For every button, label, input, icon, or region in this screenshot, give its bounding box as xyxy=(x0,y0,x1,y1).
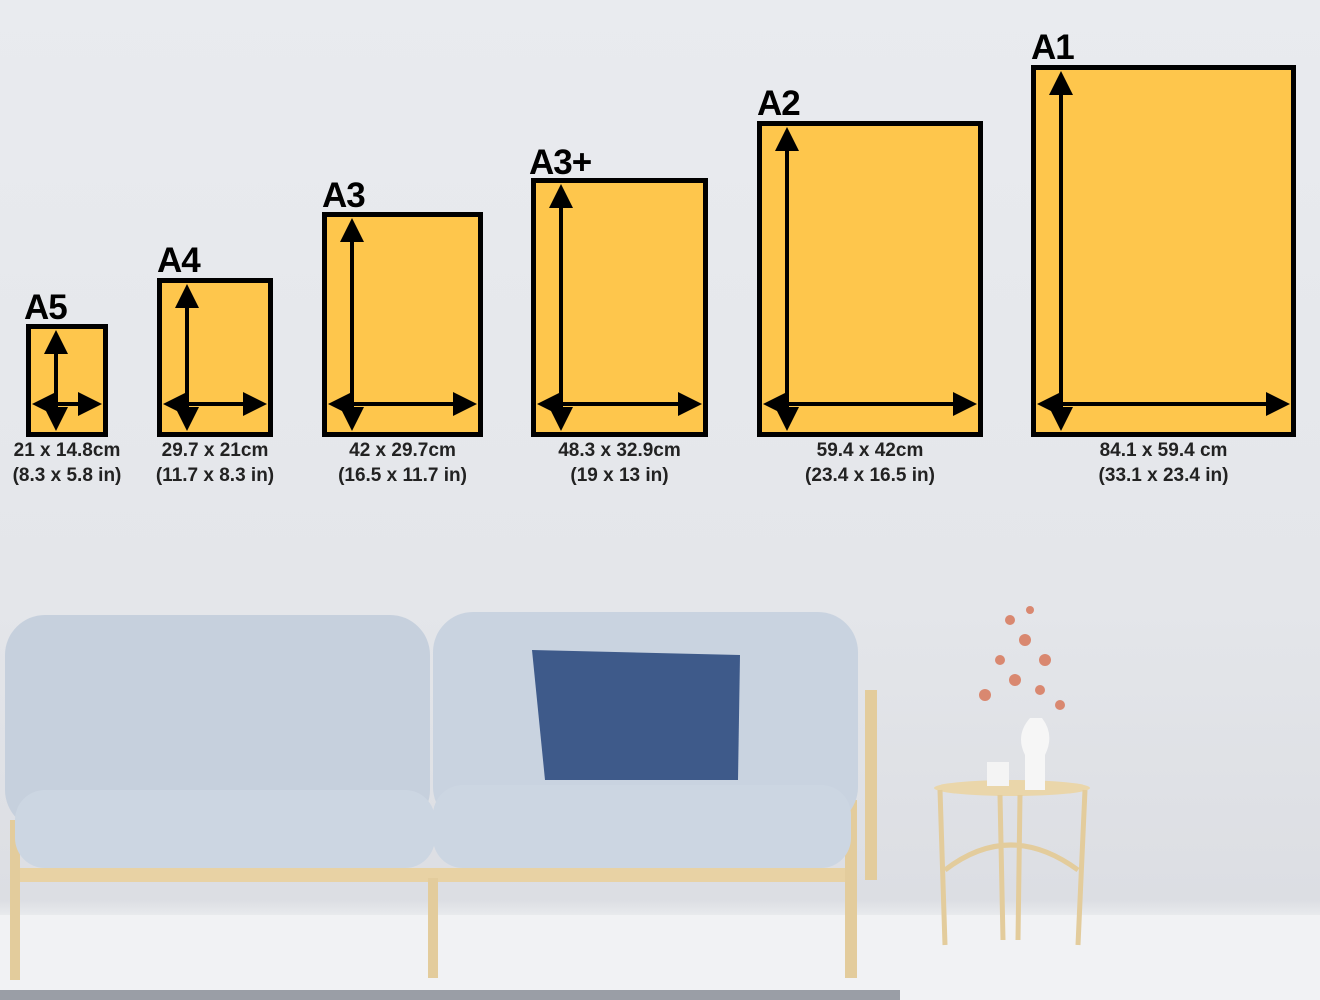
size-label-a4: A4 xyxy=(157,241,201,280)
dimension-in: (16.5 x 11.7 in) xyxy=(338,465,467,486)
size-label-a3: A3 xyxy=(322,176,366,215)
dimension-in: (8.3 x 5.8 in) xyxy=(12,465,122,486)
floor xyxy=(0,915,1320,1000)
size-label-a2: A2 xyxy=(757,84,801,123)
frame-a1 xyxy=(1031,65,1296,437)
sofa xyxy=(5,612,877,980)
dimension-in: (33.1 x 23.4 in) xyxy=(1098,465,1229,486)
caption-a3-plus: 48.3 x 32.9cm (19 x 13 in) xyxy=(520,438,720,488)
side-table xyxy=(934,606,1090,946)
dimension-in: (19 x 13 in) xyxy=(570,465,669,486)
pillow xyxy=(532,650,740,780)
caption-a5: 21 x 14.8cm (8.3 x 5.8 in) xyxy=(0,438,167,488)
caption-a1: 84.1 x 59.4 cm (33.1 x 23.4 in) xyxy=(1064,438,1264,488)
dimension-in: (11.7 x 8.3 in) xyxy=(155,465,275,486)
caption-a2: 59.4 x 42cm (23.4 x 16.5 in) xyxy=(770,438,970,488)
dimension-cm: 59.4 x 42cm xyxy=(816,440,924,461)
dimension-in: (23.4 x 16.5 in) xyxy=(805,465,935,486)
size-label-a3-plus: A3+ xyxy=(529,143,592,182)
caption-a4: 29.7 x 21cm (11.7 x 8.3 in) xyxy=(115,438,315,488)
dimension-cm: 48.3 x 32.9cm xyxy=(558,440,681,461)
rug xyxy=(0,990,900,1000)
dimension-cm: 84.1 x 59.4 cm xyxy=(1099,440,1228,461)
dimension-cm: 29.7 x 21cm xyxy=(161,440,269,461)
caption-a3: 42 x 29.7cm (16.5 x 11.7 in) xyxy=(303,438,503,488)
size-label-a1: A1 xyxy=(1031,28,1075,67)
size-label-a5: A5 xyxy=(24,288,68,327)
dimension-cm: 42 x 29.7cm xyxy=(349,440,456,461)
dimension-cm: 21 x 14.8cm xyxy=(13,440,121,461)
vase xyxy=(1021,718,1050,790)
